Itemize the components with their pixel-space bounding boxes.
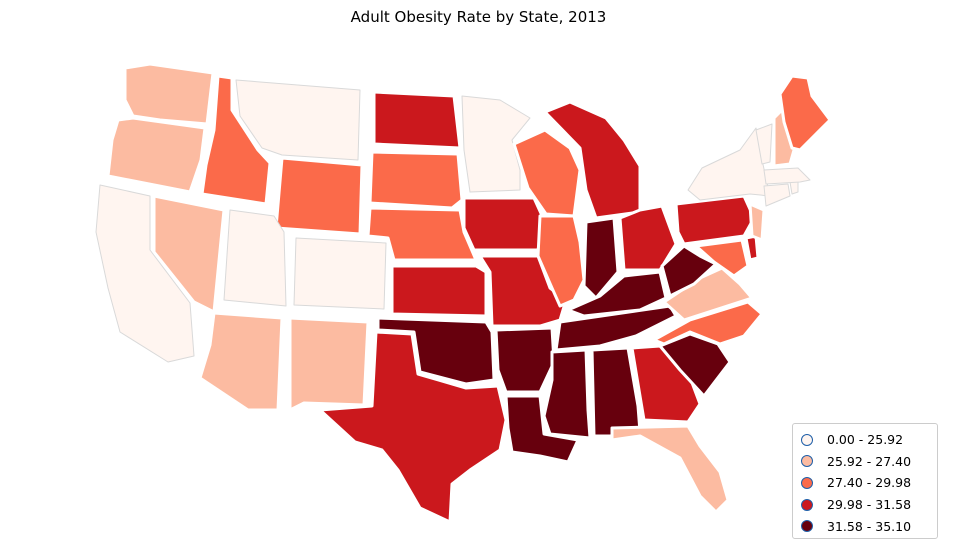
legend-label: 31.58 - 35.10 <box>827 518 912 534</box>
legend-entry: 25.92 - 27.40 <box>801 451 937 473</box>
state-minnesota: Minnesota <box>461 95 531 193</box>
state-rhode-island: Rhode Island <box>789 181 799 195</box>
state-oklahoma: Oklahoma <box>376 316 496 386</box>
state-kentucky: Kentucky <box>566 270 668 318</box>
legend-swatch <box>801 433 813 446</box>
state-wisconsin: Wisconsin <box>512 128 582 218</box>
state-iowa: Iowa <box>462 196 546 252</box>
chart-title: Adult Obesity Rate by State, 2013 <box>350 8 607 26</box>
state-pennsylvania: Pennsylvania <box>674 194 756 246</box>
state-california: California <box>95 184 195 363</box>
state-washington: Washington <box>123 62 215 126</box>
legend-entry: 27.40 - 29.98 <box>801 472 937 494</box>
state-maryland: Maryland <box>694 238 750 278</box>
state-maine: Maine <box>778 74 832 152</box>
legend-entry: 0.00 - 25.92 <box>801 429 937 451</box>
state-wyoming: Wyoming <box>274 156 364 236</box>
state-arkansas: Arkansas <box>494 326 556 394</box>
legend-swatch <box>801 476 813 489</box>
state-illinois: Illinois <box>536 214 586 308</box>
state-michigan: Michigan <box>543 100 642 220</box>
legend-label: 0.00 - 25.92 <box>827 432 904 448</box>
state-new-jersey: New Jersey <box>748 202 766 242</box>
state-delaware: Delaware <box>744 234 760 262</box>
state-indiana: Indiana <box>582 216 620 300</box>
legend-label: 29.98 - 31.58 <box>827 497 912 513</box>
state-new-mexico: New Mexico <box>288 316 370 412</box>
state-new-hampshire: New Hampshire <box>772 108 796 168</box>
state-vermont: Vermont <box>755 123 773 165</box>
state-massachusetts: Massachusetts <box>763 167 811 185</box>
state-nebraska: Nebraska <box>366 206 478 262</box>
state-north-carolina: North Carolina <box>652 300 764 346</box>
state-kansas: Kansas <box>390 264 488 318</box>
legend: 0.00 - 25.92 25.92 - 27.40 27.40 - 29.98… <box>792 423 938 539</box>
state-south-carolina: South Carolina <box>658 332 732 398</box>
state-florida: Florida <box>610 424 730 514</box>
legend-label: 27.40 - 29.98 <box>827 475 912 491</box>
state-north-dakota: North Dakota <box>372 90 462 150</box>
legend-entry: 29.98 - 31.58 <box>801 494 937 516</box>
legend-label: 25.92 - 27.40 <box>827 453 912 469</box>
state-louisiana: Louisiana <box>504 394 580 464</box>
state-connecticut: Connecticut <box>763 183 791 207</box>
state-arizona: Arizona <box>198 311 284 412</box>
state-texas: Texas <box>318 330 508 524</box>
state-colorado: Colorado <box>293 237 387 310</box>
legend-swatch <box>801 520 813 533</box>
legend-swatch <box>801 498 813 511</box>
state-utah: Utah <box>223 209 287 307</box>
state-south-dakota: South Dakota <box>368 150 464 210</box>
state-oregon: Oregon <box>106 116 207 194</box>
state-nevada: Nevada <box>152 194 226 314</box>
state-ohio: Ohio <box>618 204 678 272</box>
legend-entry: 31.58 - 35.10 <box>801 515 937 537</box>
legend-swatch <box>801 455 813 468</box>
state-montana: Montana <box>235 79 361 161</box>
state-mississippi: Mississippi <box>542 348 592 440</box>
state-idaho: Idaho <box>200 74 272 206</box>
